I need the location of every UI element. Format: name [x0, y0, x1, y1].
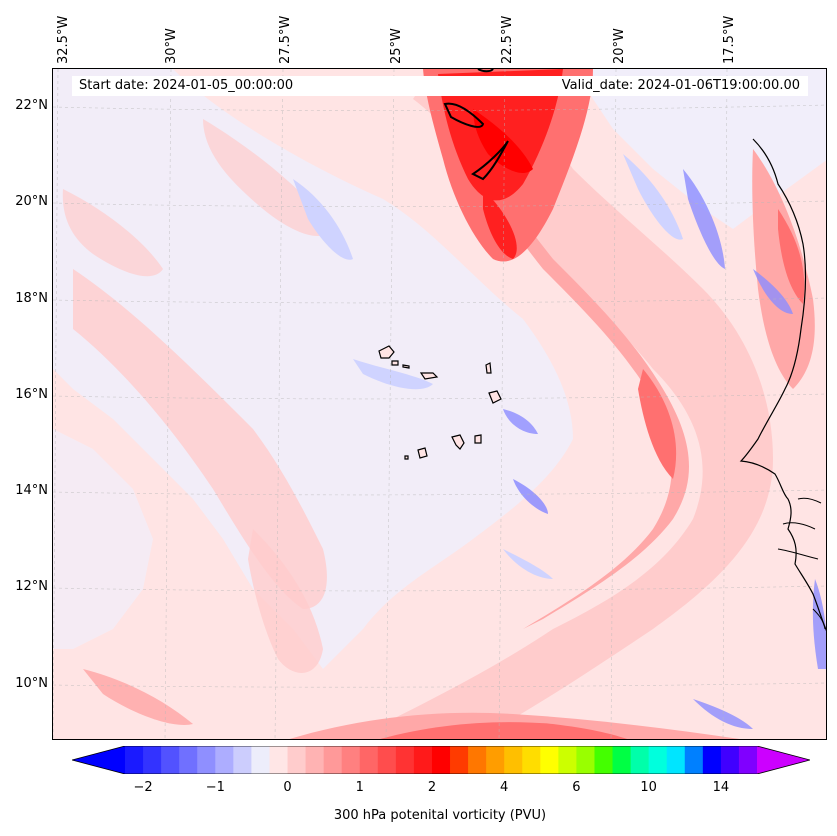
- pv-light-pink-streak: [203, 119, 333, 237]
- colorbar-tick-label: 2: [427, 780, 437, 795]
- colorbar-bin: [179, 746, 198, 774]
- colorbar-bin: [305, 746, 325, 774]
- pv-blue-streak: [293, 179, 353, 260]
- colorbar-bin: [215, 746, 234, 774]
- lat-label-16n: 16°N: [15, 387, 48, 402]
- colorbar-bin: [269, 746, 289, 774]
- colorbar-extend-max: [757, 746, 810, 774]
- pv-jet-band: [433, 109, 690, 629]
- pv-blue-streak: [503, 409, 538, 434]
- date-strip: [72, 76, 808, 96]
- colorbar-bin: [666, 746, 686, 774]
- lon-label-32-5w: 32.5°W: [56, 15, 71, 64]
- colorbar-bin: [720, 746, 740, 774]
- colorbar-tick-label: −2: [133, 780, 153, 795]
- cape-verde-islands: [378, 345, 502, 460]
- lat-label-22n: 22°N: [15, 98, 48, 113]
- pv-coastal-band: [752, 149, 815, 389]
- pv-blue-streak: [683, 169, 725, 269]
- lat-label-10n: 10°N: [15, 676, 48, 691]
- pv-blue-streak: [753, 269, 793, 314]
- pv-blue-streak: [353, 359, 433, 390]
- pv-contour-lines: [443, 69, 509, 181]
- pv-light-pink-streak: [73, 269, 327, 609]
- colorbar-tick-label: 4: [500, 780, 509, 795]
- colorbar-bin: [377, 746, 397, 774]
- lat-label-12n: 12°N: [15, 579, 48, 594]
- lon-label-25w: 25°W: [389, 28, 404, 64]
- colorbar-bin: [576, 746, 595, 774]
- colorbar-bin: [395, 746, 415, 774]
- colorbar-bin: [486, 746, 505, 774]
- colorbar-bin: [504, 746, 523, 774]
- graticule: [53, 69, 826, 739]
- lon-label-17-5w: 17.5°W: [722, 15, 737, 64]
- colorbar-tick-label: 1: [355, 780, 364, 795]
- colorbar-bin: [359, 746, 379, 774]
- colorbar-bin: [612, 746, 632, 774]
- colorbar-extend-min: [72, 746, 125, 774]
- colorbar-bin: [468, 746, 487, 774]
- pv-colorbar: [72, 746, 810, 774]
- colorbar-bin: [323, 746, 343, 774]
- pv-pale-blue-area: [53, 429, 153, 649]
- pv-pale-blue-area: [53, 69, 573, 669]
- colorbar-bin: [738, 746, 758, 774]
- pv-blue-streak: [693, 699, 753, 729]
- colorbar-bin: [648, 746, 668, 774]
- colorbar-bin: [684, 746, 704, 774]
- colorbar-tick-label: −1: [205, 780, 225, 795]
- colorbar-bin: [594, 746, 614, 774]
- africa-coastline-detail: [777, 497, 826, 630]
- lat-label-14n: 14°N: [15, 483, 48, 498]
- lat-label-18n: 18°N: [15, 291, 48, 306]
- colorbar-bin: [143, 746, 162, 774]
- pv-blue-streak: [513, 479, 548, 514]
- colorbar-bin: [161, 746, 180, 774]
- pv-coastal-band: [778, 209, 805, 304]
- pv-blue-streak: [503, 549, 553, 579]
- colorbar-bin: [197, 746, 216, 774]
- colorbar-tick-label: 0: [283, 780, 292, 795]
- pv-light-pink-streak: [248, 529, 323, 673]
- colorbar-bin: [540, 746, 559, 774]
- colorbar-bin: [251, 746, 270, 774]
- lon-label-30w: 30°W: [164, 28, 179, 64]
- lon-label-27-5w: 27.5°W: [278, 15, 293, 64]
- africa-coastline: [739, 138, 826, 632]
- colorbar-bin: [558, 746, 577, 774]
- colorbar-tick-label: 14: [712, 780, 730, 795]
- colorbar-bin: [287, 746, 307, 774]
- colorbar-bin: [431, 746, 451, 774]
- colorbar-tick-label: 6: [572, 780, 581, 795]
- lon-label-22-5w: 22.5°W: [500, 15, 515, 64]
- colorbar-bin: [341, 746, 361, 774]
- pv-bottom-band: [380, 722, 628, 739]
- map-panel: [52, 68, 827, 740]
- colorbar-bin: [630, 746, 650, 774]
- pv-jet-band: [356, 69, 773, 739]
- colorbar-bin: [702, 746, 722, 774]
- start-date-label: Start date: 2024-01-05_00:00:00: [79, 78, 294, 93]
- lon-label-20w: 20°W: [612, 28, 627, 64]
- valid-date-label: Valid_date: 2024-01-06T19:00:00.00: [561, 78, 800, 93]
- pv-blue-streak: [623, 154, 683, 240]
- pv-light-pink-streak: [62, 189, 163, 277]
- colorbar-bin: [125, 746, 144, 774]
- colorbar-tick-label: 10: [640, 780, 657, 795]
- pv-jet-core: [638, 369, 677, 479]
- colorbar-bin: [522, 746, 541, 774]
- lat-label-20n: 20°N: [15, 194, 48, 209]
- pv-red-maximum: [473, 109, 533, 174]
- colorbar-label: 300 hPa potenital vorticity (PVU): [333, 808, 547, 823]
- colorbar-bin: [450, 746, 469, 774]
- colorbar-bin: [233, 746, 252, 774]
- colorbar-bin: [413, 746, 433, 774]
- pv-field-map: [53, 69, 826, 739]
